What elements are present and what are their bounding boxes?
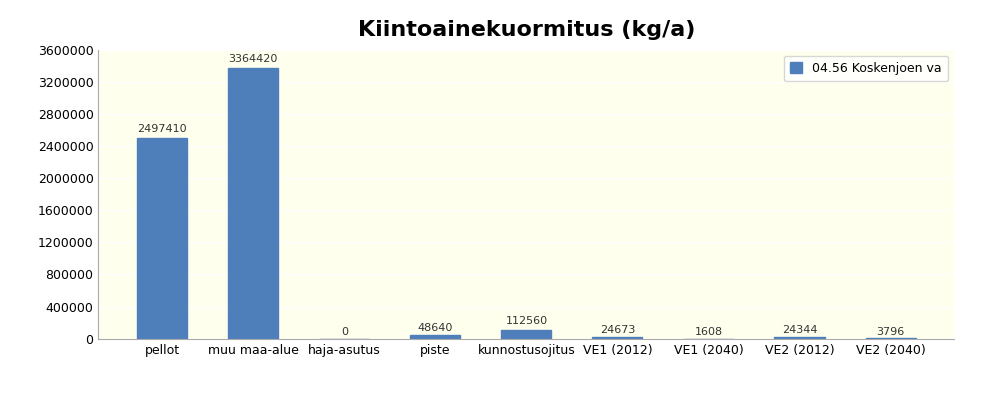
- Text: 2497410: 2497410: [138, 124, 187, 134]
- Text: 0: 0: [340, 327, 348, 337]
- Text: 24344: 24344: [781, 325, 818, 335]
- Text: 24673: 24673: [600, 325, 635, 335]
- Bar: [502, 330, 551, 339]
- Bar: [410, 335, 461, 339]
- Title: Kiintoainekuormitus (kg/a): Kiintoainekuormitus (kg/a): [358, 20, 695, 40]
- Text: 112560: 112560: [506, 316, 547, 325]
- Bar: [774, 337, 825, 339]
- Bar: [228, 69, 278, 339]
- Text: 48640: 48640: [418, 323, 453, 333]
- Legend: 04.56 Koskenjoen va: 04.56 Koskenjoen va: [783, 56, 949, 81]
- Text: 3796: 3796: [877, 327, 904, 337]
- Bar: [592, 337, 643, 339]
- Text: 1608: 1608: [695, 327, 722, 337]
- Text: 3364420: 3364420: [228, 55, 278, 64]
- Bar: [138, 138, 187, 339]
